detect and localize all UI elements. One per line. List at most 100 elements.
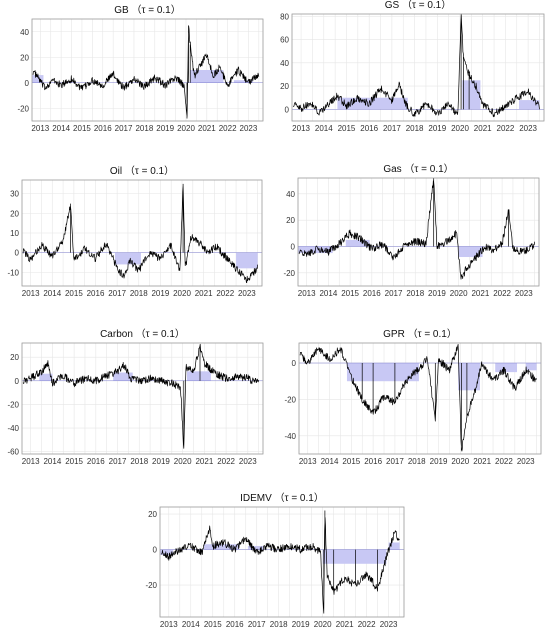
plot-frame [31, 18, 264, 122]
x-tick-label: 2022 [217, 457, 235, 466]
y-tick-label: -20 [7, 400, 19, 409]
shaded-region [32, 75, 44, 83]
x-tick-label: 2021 [195, 289, 213, 298]
chart-idemv: IDEMV （τ = 0.1） 2013 2014 2015 2016 2017 2018 2… [145, 492, 405, 629]
x-tick-label: 2016 [360, 124, 378, 133]
shaded-region [160, 549, 174, 555]
x-tick-label: 2013 [31, 124, 49, 133]
x-tick-label: 2023 [517, 457, 535, 466]
plot-frame [159, 506, 405, 618]
x-tick-label: 2019 [151, 289, 169, 298]
x-tick-label: 2013 [22, 457, 40, 466]
y-tick-label: 0 [15, 249, 20, 258]
x-tick-label: 2023 [519, 124, 537, 133]
x-tick-label: 2016 [87, 457, 105, 466]
series-line [22, 183, 259, 283]
y-tick-label: 30 [10, 190, 19, 199]
y-tick-label: 20 [280, 82, 289, 91]
x-tick-label: 2021 [336, 620, 354, 629]
x-tick-label: 2017 [109, 457, 127, 466]
x-tick-label: 2023 [238, 289, 256, 298]
series-line [299, 343, 537, 452]
x-tick-label: 2023 [239, 457, 257, 466]
series-line [298, 178, 536, 280]
y-tick-label: -10 [7, 268, 19, 277]
chart-title: Carbon （τ = 0.1） [100, 328, 185, 340]
x-tick-label: 2016 [87, 289, 105, 298]
plot-frame [298, 342, 542, 455]
plot-frame [21, 342, 264, 455]
chart-gb: GB （τ = 0.1） 2013 2014 2015 2016 2017 2018 2019… [17, 4, 264, 133]
x-tick-label: 2021 [198, 124, 216, 133]
chart-panel-gpr: GPR （τ = 0.1） 2013 2014 2015 2016 2017 2018 201… [275, 322, 550, 467]
x-tick-label: 2016 [363, 289, 381, 298]
x-tick-label: 2016 [364, 457, 382, 466]
x-tick-label: 2020 [450, 289, 468, 298]
x-tick-label: 2017 [248, 620, 266, 629]
y-tick-label: 20 [286, 216, 295, 225]
y-tick-label: 40 [20, 28, 29, 37]
x-tick-label: 2018 [406, 124, 424, 133]
shaded-region [495, 363, 518, 373]
shaded-region [346, 363, 419, 382]
y-tick-label: 0 [153, 546, 158, 555]
x-tick-label: 2015 [204, 620, 222, 629]
shaded-region [525, 363, 537, 371]
chart-gas: Gas （τ = 0.1）2013 2014 2015 2016 2017 2018 201… [283, 163, 540, 298]
y-tick-label: 0 [15, 377, 20, 386]
x-tick-label: 2021 [195, 457, 213, 466]
x-tick-label: 2015 [341, 289, 359, 298]
chart-panel-oil: Oil （τ = 0.1） 2013 2014 2015 2016 2017 2018 201… [0, 158, 275, 303]
x-tick-label: 2020 [173, 289, 191, 298]
shaded-region [233, 80, 253, 83]
shaded-region [203, 544, 240, 550]
x-tick-label: 2013 [299, 457, 317, 466]
shaded-region [458, 246, 483, 258]
x-tick-label: 2018 [408, 457, 426, 466]
x-tick-label: 2018 [130, 289, 148, 298]
shaded-region [190, 70, 224, 83]
y-tick-label: -40 [7, 424, 19, 433]
y-tick-label: 40 [286, 190, 295, 199]
chart-carbon: Carbon （τ = 0.1）2013 2014 2015 2016 2017 2018… [7, 328, 264, 466]
x-tick-label: 2020 [451, 124, 469, 133]
x-tick-label: 2021 [471, 289, 489, 298]
x-tick-label: 2015 [73, 124, 91, 133]
x-tick-label: 2017 [115, 124, 133, 133]
plot-frame [21, 179, 263, 287]
series-line [32, 25, 260, 119]
x-tick-label: 2019 [292, 620, 310, 629]
chart-title: IDEMV （τ = 0.1） [240, 492, 324, 504]
x-tick-label: 2018 [270, 620, 288, 629]
x-tick-label: 2017 [386, 457, 404, 466]
x-tick-label: 2019 [152, 457, 170, 466]
x-tick-label: 2014 [43, 457, 61, 466]
x-tick-label: 2015 [65, 457, 83, 466]
y-tick-label: 10 [10, 229, 19, 238]
x-tick-label: 2013 [298, 289, 316, 298]
x-tick-label: 2022 [216, 289, 234, 298]
shaded-region [187, 371, 211, 381]
x-tick-label: 2013 [160, 620, 178, 629]
x-tick-label: 2014 [52, 124, 70, 133]
x-tick-label: 2019 [430, 457, 448, 466]
x-tick-label: 2022 [497, 124, 515, 133]
x-tick-label: 2014 [182, 620, 200, 629]
x-tick-label: 2017 [385, 289, 403, 298]
plot-frame [297, 177, 540, 287]
shaded-region [337, 97, 408, 110]
x-tick-label: 2014 [315, 124, 333, 133]
x-tick-label: 2017 [108, 289, 126, 298]
shaded-region [39, 373, 53, 381]
series-line [22, 343, 260, 449]
x-tick-label: 2015 [65, 289, 83, 298]
x-tick-label: 2023 [515, 289, 533, 298]
shaded-region [388, 542, 400, 550]
series-line [292, 13, 540, 118]
x-tick-label: 2014 [43, 289, 61, 298]
x-tick-label: 2019 [156, 124, 174, 133]
y-tick-label: 0 [25, 79, 30, 88]
x-tick-label: 2022 [495, 457, 513, 466]
chart-gs: GS （τ = 0.1） 2013 2014 2015 2016 2017 2018 2019… [280, 0, 545, 133]
x-tick-label: 2016 [226, 620, 244, 629]
